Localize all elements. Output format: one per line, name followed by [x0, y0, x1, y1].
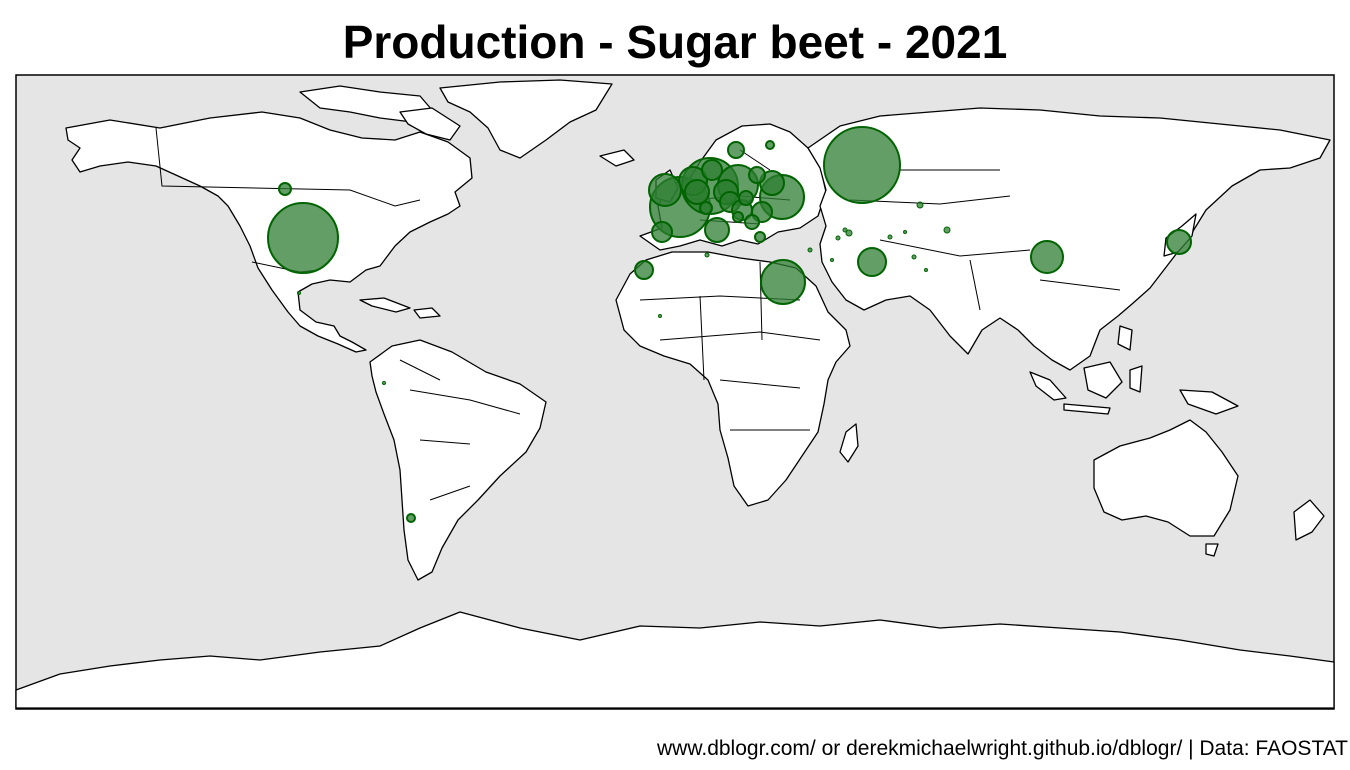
bubble-greece — [754, 231, 766, 243]
bubble-belgium — [684, 179, 710, 205]
hispaniola — [413, 307, 441, 319]
bubble-slovakia — [738, 190, 754, 206]
sumatra — [1029, 371, 1067, 401]
bubble-tajikistan — [903, 230, 907, 234]
antarctica — [15, 611, 1335, 709]
bubble-chile — [406, 513, 416, 523]
bubble-kazakhstan — [916, 201, 924, 209]
bubble-pakistan — [924, 268, 928, 272]
bubble-usa — [267, 202, 339, 274]
production-bubbles — [267, 126, 1192, 523]
bubble-mali — [658, 314, 662, 318]
java — [1063, 403, 1111, 415]
bubble-spain — [651, 221, 673, 243]
bubble-uk — [648, 173, 682, 207]
bubble-ecuador — [382, 381, 386, 385]
sulawesi — [1129, 365, 1143, 393]
bubble-georgia — [842, 227, 848, 233]
new-zealand — [1293, 499, 1325, 541]
bubble-russia — [823, 126, 901, 204]
bubble-iran — [857, 247, 887, 277]
bubble-lithuania — [748, 166, 766, 184]
bubble-tunisia — [704, 252, 710, 258]
bubble-mexico — [297, 291, 301, 295]
bubble-syria — [807, 247, 813, 253]
bubble-italy — [704, 217, 730, 243]
greenland — [439, 79, 613, 159]
bubble-serbia — [744, 214, 760, 230]
africa — [615, 251, 851, 507]
bubble-croatia — [732, 211, 744, 223]
bubble-morocco — [634, 260, 654, 280]
madagascar — [839, 423, 859, 463]
baffin-island — [399, 107, 461, 141]
bubble-armenia — [835, 235, 841, 241]
bubble-iraq — [830, 258, 834, 262]
tasmania — [1205, 543, 1219, 557]
bubble-sweden — [727, 141, 745, 159]
philippines — [1117, 325, 1133, 351]
south-america-borders — [399, 359, 521, 501]
bubble-kyrgyzstan — [943, 226, 951, 234]
bubble-china — [1030, 240, 1064, 274]
africa-borders — [639, 261, 821, 431]
bubble-uzbekistan — [887, 234, 893, 240]
bubble-azerbaijan — [845, 229, 853, 237]
bubble-denmark — [701, 159, 723, 181]
bubble-switzerland — [699, 201, 713, 215]
cuba — [359, 297, 411, 313]
bubble-finland — [765, 140, 775, 150]
page-title: Production - Sugar beet - 2021 — [342, 16, 1008, 68]
bubble-afghanistan — [911, 254, 917, 260]
asia — [807, 107, 1331, 371]
usa-canada-border — [155, 127, 421, 207]
asia-borders — [849, 169, 1121, 311]
iceland — [599, 149, 635, 167]
source-caption: www.dblogr.com/ or derekmichaelwright.gi… — [657, 737, 1348, 760]
bubble-japan — [1166, 229, 1192, 255]
bubble-canada — [278, 182, 292, 196]
australia — [1093, 419, 1239, 537]
bubble-turkey — [760, 259, 806, 305]
new-guinea — [1179, 389, 1239, 415]
land-masses — [15, 79, 1335, 709]
borneo — [1083, 361, 1123, 399]
